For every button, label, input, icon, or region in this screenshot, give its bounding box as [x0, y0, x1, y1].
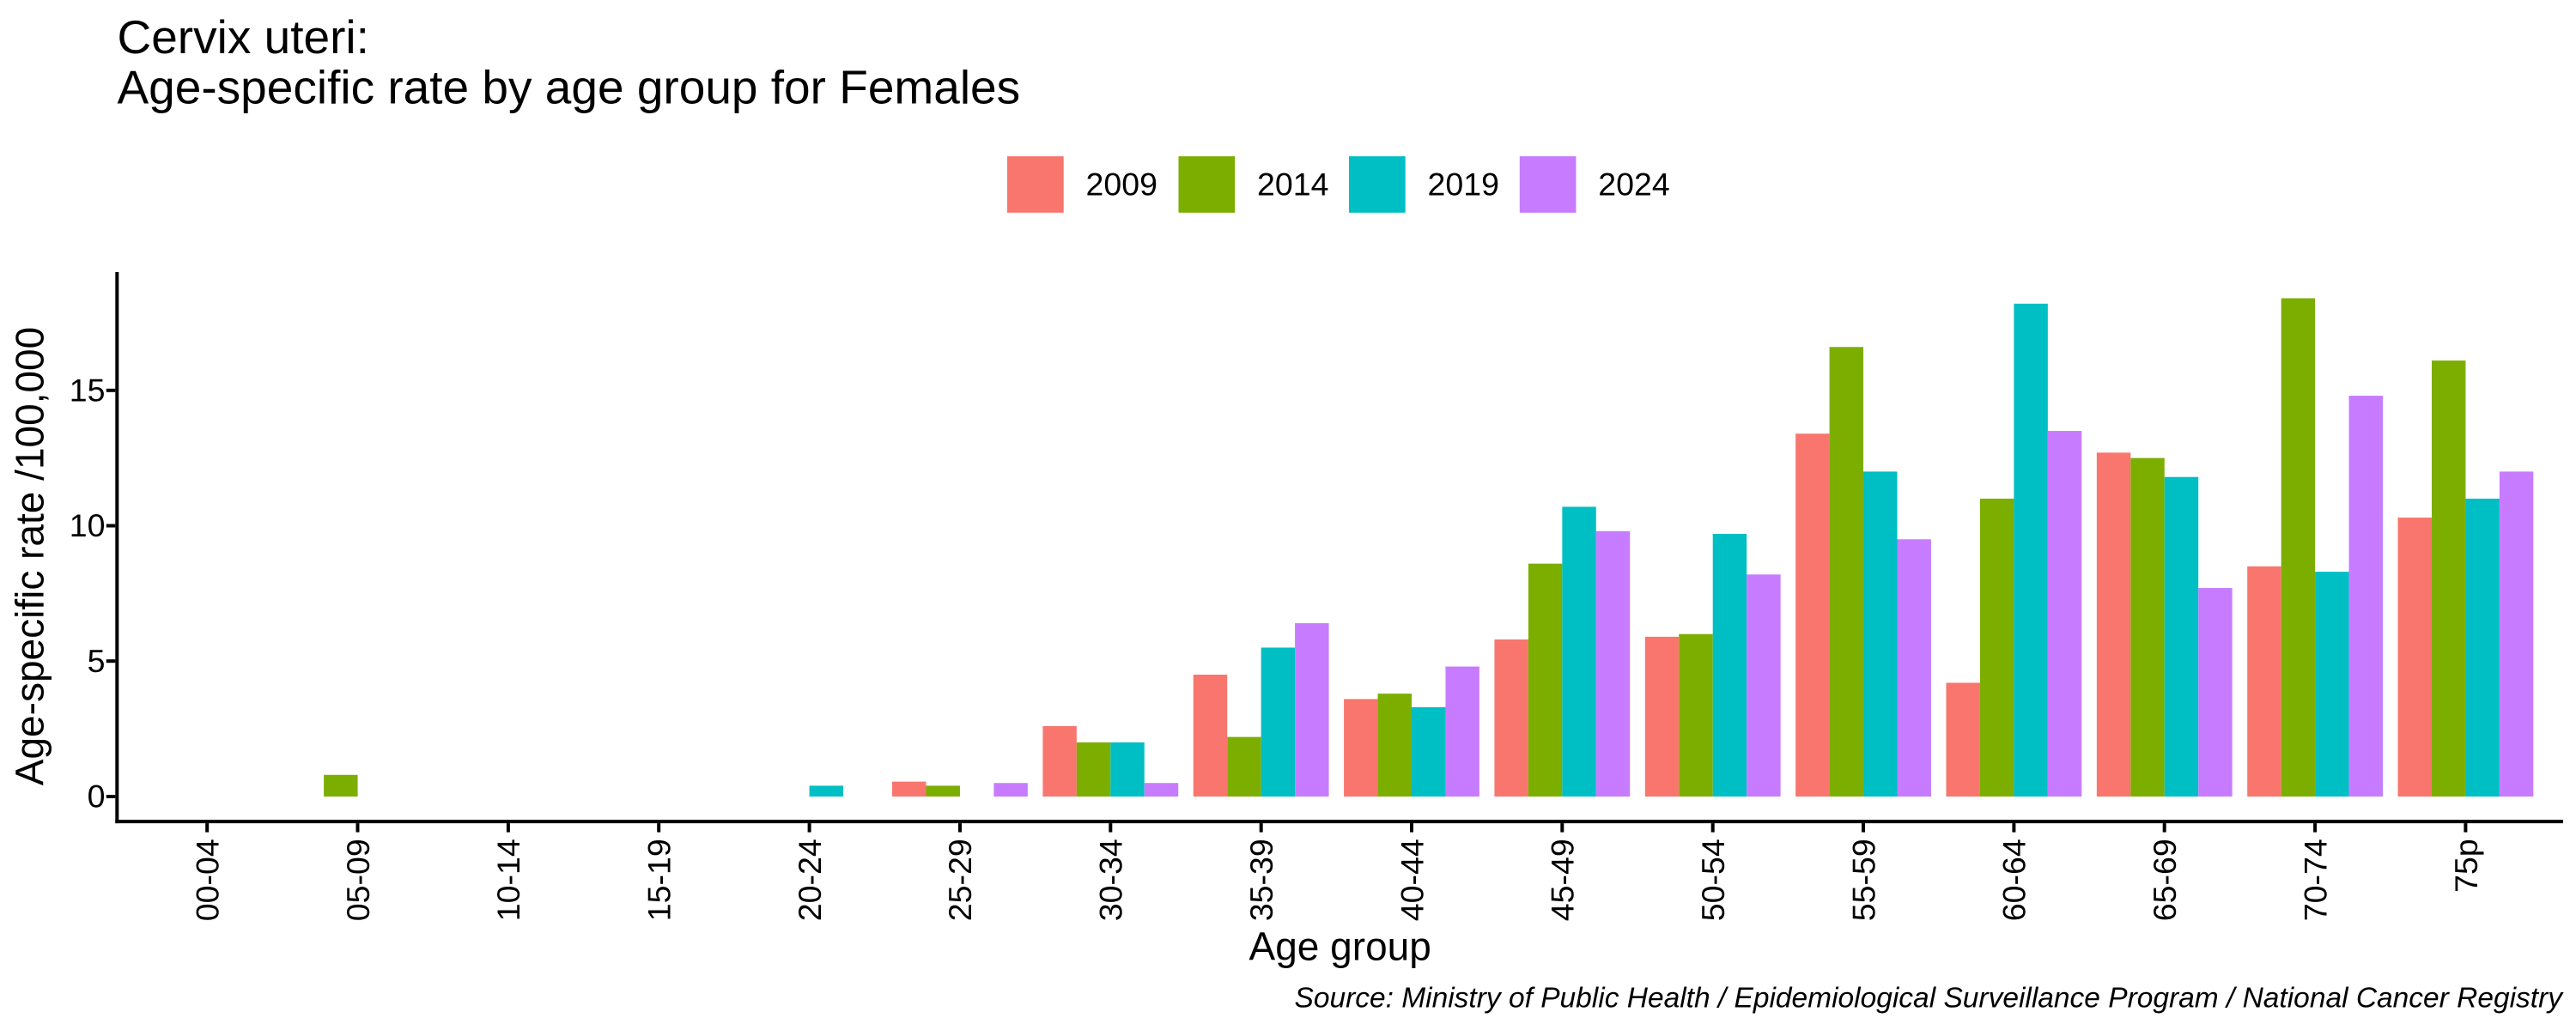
- svg-text:Age group: Age group: [1249, 924, 1431, 968]
- svg-text:2014: 2014: [1257, 167, 1328, 203]
- svg-text:2019: 2019: [1428, 167, 1499, 203]
- svg-text:00-04: 00-04: [190, 839, 226, 921]
- svg-text:40-44: 40-44: [1394, 839, 1430, 921]
- svg-text:05-09: 05-09: [340, 839, 376, 921]
- svg-text:2009: 2009: [1086, 167, 1157, 203]
- svg-text:Age-specific rate /100,000: Age-specific rate /100,000: [8, 327, 52, 785]
- svg-text:60-64: 60-64: [1996, 839, 2032, 921]
- svg-text:55-59: 55-59: [1845, 839, 1881, 921]
- svg-text:25-29: 25-29: [942, 839, 978, 921]
- svg-text:20-24: 20-24: [792, 839, 828, 921]
- svg-text:10: 10: [70, 507, 106, 543]
- svg-text:2024: 2024: [1598, 167, 1669, 203]
- svg-text:Age-specific rate by age group: Age-specific rate by age group for Femal…: [118, 61, 1021, 114]
- svg-text:45-49: 45-49: [1545, 839, 1581, 921]
- svg-text:15-19: 15-19: [641, 839, 677, 921]
- svg-text:15: 15: [70, 372, 106, 408]
- svg-text:30-34: 30-34: [1093, 839, 1129, 921]
- svg-text:75p: 75p: [2448, 839, 2484, 893]
- svg-text:50-54: 50-54: [1695, 839, 1731, 921]
- svg-text:65-69: 65-69: [2147, 839, 2183, 921]
- svg-text:5: 5: [88, 643, 106, 679]
- svg-text:10-14: 10-14: [490, 839, 526, 921]
- svg-text:70-74: 70-74: [2297, 839, 2333, 921]
- svg-text:Cervix uteri:: Cervix uteri:: [118, 10, 369, 64]
- svg-text:Source: Ministry of Public Hea: Source: Ministry of Public Health / Epid…: [1295, 983, 2565, 1015]
- svg-text:0: 0: [88, 779, 106, 815]
- svg-text:35-39: 35-39: [1243, 839, 1279, 921]
